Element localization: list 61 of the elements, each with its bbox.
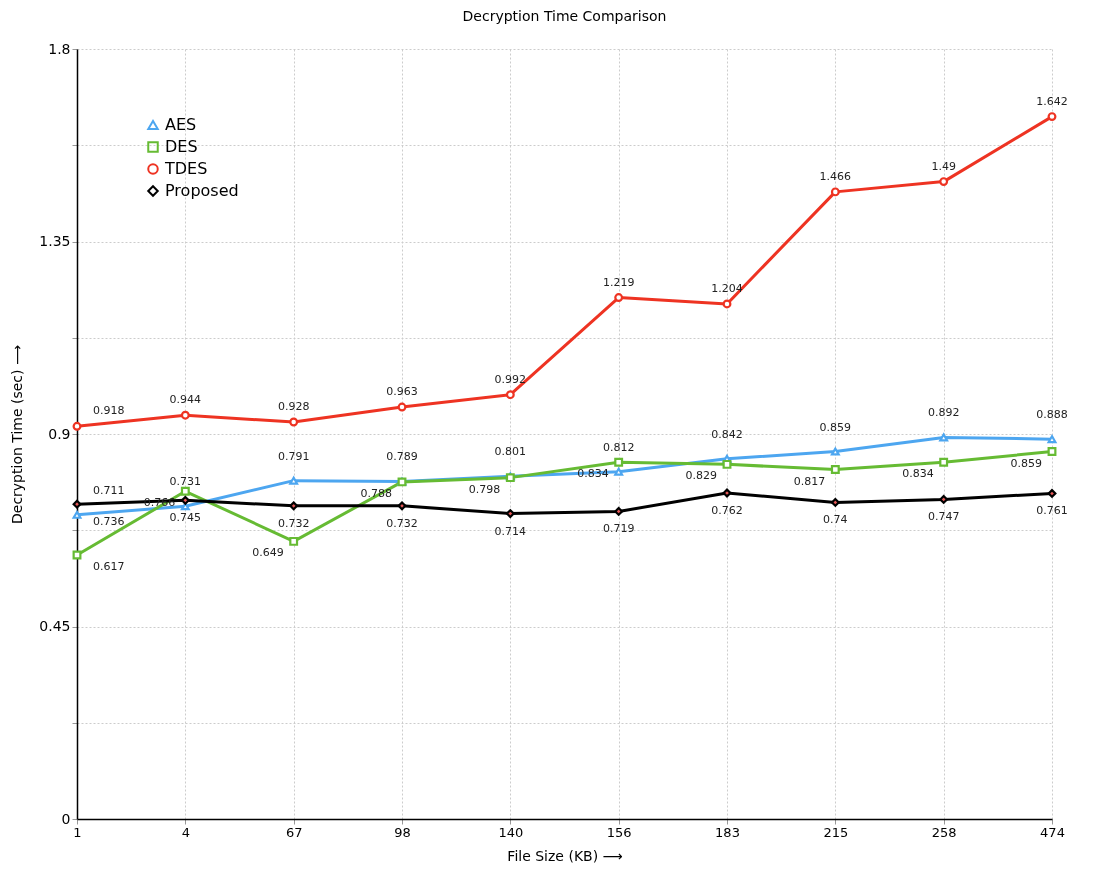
y-tick-label: 0 (61, 810, 71, 827)
data-label: 0.859 (819, 420, 852, 434)
data-label: 1.204 (711, 281, 743, 295)
x-tick-label: 4 (181, 824, 190, 840)
y-tick-label: 0.45 (39, 618, 71, 634)
data-label: 0.888 (1036, 408, 1068, 422)
data-label: 0.944 (169, 393, 202, 407)
data-label: 0.791 (277, 449, 310, 463)
data-label: 1.49 (931, 159, 956, 173)
x-tick-label: 215 (823, 824, 849, 840)
data-label: 0.732 (277, 516, 310, 530)
y-axis-title: Decryption Time (sec) ⟶ (9, 344, 26, 525)
data-label: 0.711 (93, 483, 125, 497)
data-label: 0.714 (494, 524, 527, 538)
chart-title: Decryption Time Comparison (462, 8, 667, 24)
data-label: 0.745 (169, 511, 202, 525)
data-label: 0.789 (386, 450, 418, 464)
data-label: 0.829 (685, 469, 717, 483)
data-label: 1.219 (602, 275, 635, 289)
y-tick-label: 1.35 (39, 233, 71, 249)
data-label: 0.761 (1036, 504, 1068, 518)
data-label: 0.732 (386, 516, 418, 530)
x-tick-label: 474 (1040, 824, 1065, 840)
x-tick-label: 183 (715, 824, 740, 840)
legend-label: Proposed (165, 181, 239, 200)
y-tick-label: 0.9 (48, 425, 71, 442)
data-label: 0.74 (823, 513, 848, 527)
data-label: 1.642 (1036, 94, 1068, 108)
data-label: 0.649 (252, 546, 284, 560)
data-label: 0.842 (711, 427, 743, 441)
data-label: 0.719 (602, 522, 635, 536)
legend-label: TDES (164, 159, 208, 178)
data-label: 0.747 (927, 510, 960, 524)
x-tick-label: 67 (285, 824, 303, 840)
data-label: 0.963 (386, 385, 418, 399)
data-label: 0.859 (1010, 456, 1042, 470)
data-label: 0.812 (602, 440, 635, 454)
data-label: 0.801 (494, 445, 527, 459)
data-label: 0.766 (143, 496, 176, 510)
data-label: 0.798 (468, 482, 501, 496)
x-tick-label: 98 (394, 824, 411, 840)
data-label: 1.466 (819, 169, 852, 183)
x-tick-label: 156 (606, 824, 632, 840)
x-axis-title: File Size (KB) ⟶ (507, 847, 623, 864)
data-label: 0.918 (93, 404, 125, 418)
data-label: 0.834 (577, 467, 609, 481)
legend-label: AES (165, 115, 197, 134)
y-tick-label: 1.8 (48, 40, 71, 57)
data-label: 0.817 (793, 474, 826, 488)
data-label: 0.762 (711, 504, 743, 518)
x-tick-label: 258 (931, 824, 957, 840)
data-label: 0.892 (927, 406, 960, 420)
data-label: 0.928 (277, 400, 310, 414)
x-tick-label: 140 (498, 824, 524, 840)
x-tick-label: 1 (73, 824, 82, 840)
data-label: 0.736 (93, 515, 125, 529)
data-label: 0.731 (169, 475, 202, 489)
legend-label: DES (165, 137, 198, 156)
data-label: 0.992 (494, 372, 527, 386)
data-label: 0.617 (93, 560, 125, 574)
data-label: 0.834 (902, 467, 934, 481)
